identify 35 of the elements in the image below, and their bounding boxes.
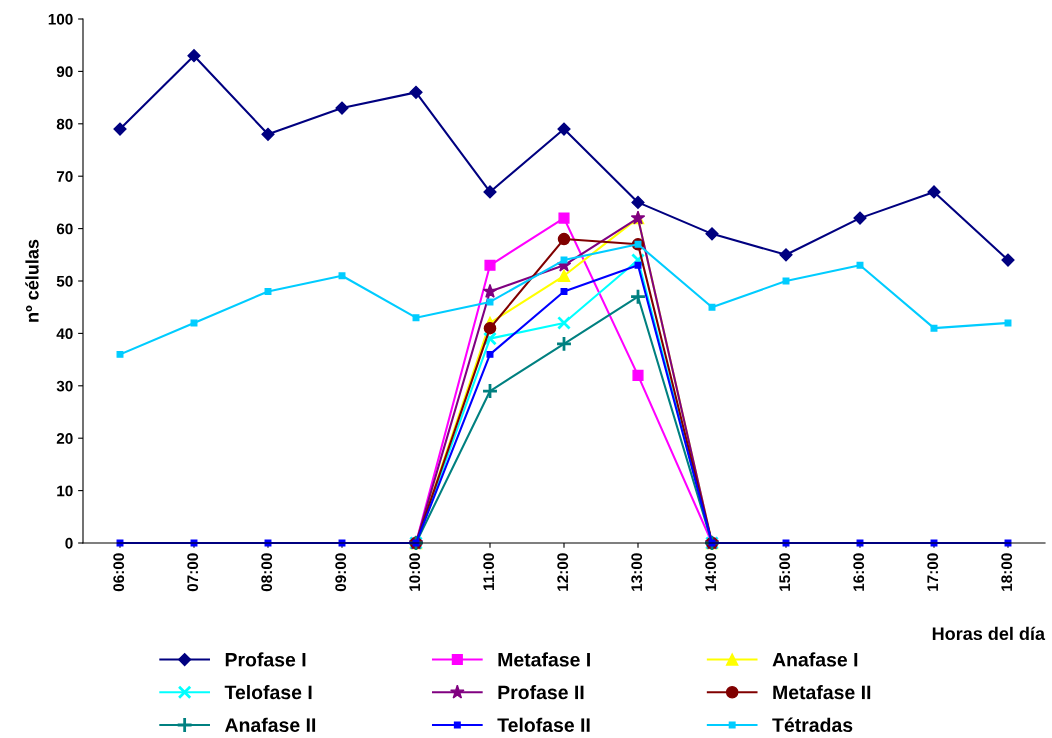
y-tick-label: 100 — [48, 13, 73, 25]
x-tick-label: 13:00 — [631, 553, 643, 591]
y-tick-label: 0 — [65, 537, 73, 549]
legend-label: Metafase I — [498, 652, 590, 667]
legend-label: Anafase I — [772, 652, 858, 667]
x-tick-label: 14:00 — [705, 553, 717, 591]
x-tick-label: 07:00 — [187, 553, 199, 592]
x-axis-title: Horas del día — [932, 626, 1046, 641]
x-tick-label: 11:00 — [483, 553, 495, 590]
x-tick-label: 15:00 — [779, 553, 791, 591]
y-tick-label: 90 — [56, 66, 73, 78]
y-tick-label: 20 — [56, 433, 73, 444]
legend-label: Profase I — [225, 652, 306, 667]
legend-label: Profase II — [498, 684, 584, 700]
x-tick-label: 09:00 — [335, 553, 347, 592]
legend-label: Tétradas — [772, 717, 853, 732]
y-tick-label: 70 — [56, 171, 73, 182]
x-tick-label: 08:00 — [261, 553, 273, 592]
x-tick-label: 18:00 — [1001, 553, 1013, 591]
legend-label: Metafase II — [773, 684, 871, 700]
y-tick-label: 50 — [56, 275, 73, 287]
y-tick-label: 30 — [56, 380, 73, 392]
x-tick-label: 10:00 — [409, 553, 421, 591]
x-tick-label: 17:00 — [927, 553, 939, 591]
legend-label: Telofase II — [497, 717, 590, 732]
x-tick-label: 12:00 — [557, 553, 569, 591]
y-tick-label: 80 — [56, 118, 73, 130]
y-tick-label: 60 — [56, 223, 73, 235]
y-tick-label: 10 — [57, 485, 73, 497]
y-tick-label: 40 — [56, 328, 73, 340]
legend-label: Anafase II — [224, 717, 316, 732]
x-tick-label: 16:00 — [853, 553, 865, 591]
y-axis-title: nº células — [25, 239, 39, 322]
legend-label: Telofase I — [224, 684, 312, 700]
x-tick-label: 06:00 — [113, 553, 125, 592]
